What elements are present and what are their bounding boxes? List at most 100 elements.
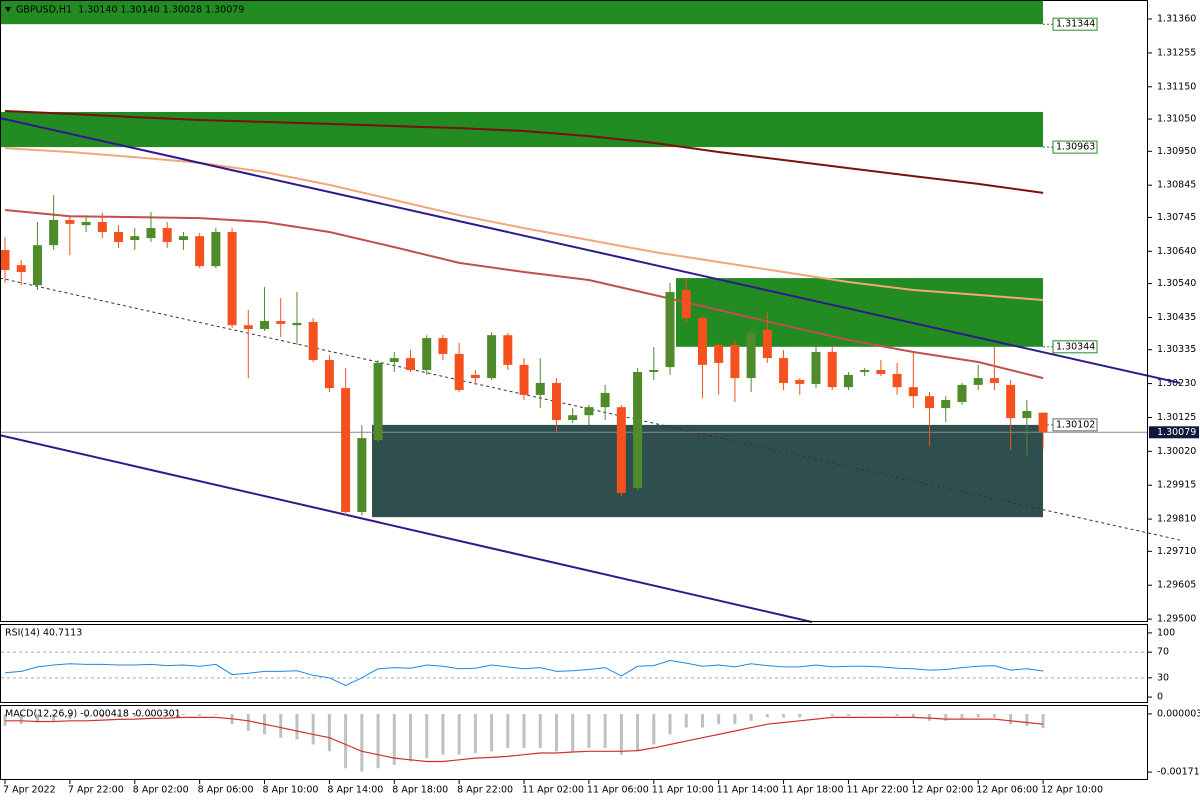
x-tick-label: 12 Apr 02:00 [911, 785, 973, 796]
macd-bar [587, 714, 591, 748]
y-tick-label: 1.30950 [1157, 146, 1196, 157]
x-tick-label: 11 Apr 14:00 [717, 785, 779, 796]
macd-bar [652, 714, 656, 745]
candle-body [535, 382, 545, 395]
macd-bar [976, 714, 980, 718]
candle-body [989, 378, 999, 383]
candle-body [697, 318, 707, 365]
candle-body [438, 338, 448, 354]
y-tick-label: 1.29915 [1157, 480, 1196, 491]
trendline [0, 117, 1181, 384]
candle-body [146, 228, 156, 239]
candle-body [843, 374, 853, 388]
candle-body [827, 351, 837, 388]
macd-bar [798, 714, 802, 718]
candle-body [406, 358, 415, 371]
x-tick-label: 8 Apr 10:00 [263, 785, 319, 796]
macd-bar [911, 714, 915, 718]
macd-bar [68, 714, 72, 720]
candle-body [292, 322, 302, 326]
macd-bar [441, 714, 445, 755]
macd-bar [133, 714, 137, 717]
candle-body [276, 321, 286, 324]
macd-bar [392, 714, 396, 765]
macd-bar [165, 714, 169, 716]
candle-body [584, 407, 594, 416]
y-tick-label: 1.31150 [1157, 81, 1196, 92]
x-tick-label: 12 Apr 10:00 [1041, 785, 1103, 796]
zone-label-box [1052, 140, 1098, 154]
candle-body [341, 388, 351, 512]
y-tick-label: 1.30640 [1157, 246, 1196, 257]
macd-bar [782, 714, 786, 718]
candle-body [649, 370, 659, 372]
y-tick-label: 1.31255 [1157, 47, 1196, 58]
macd-bar [1041, 714, 1045, 729]
macd-bar [668, 714, 672, 735]
macd-signal [5, 716, 1044, 763]
main-panel-frame [0, 0, 1148, 622]
candle-body [1022, 411, 1032, 419]
candle-body [81, 221, 91, 226]
candle-body [568, 415, 578, 421]
candle-body [681, 290, 691, 319]
macd-bar [100, 714, 104, 718]
candle-body [730, 344, 740, 379]
macd-bar [619, 714, 623, 755]
candle-body [357, 438, 367, 512]
macd-bar [814, 714, 818, 715]
macd-tick-label: 0.000003 [1157, 708, 1200, 719]
candle-body [876, 370, 886, 374]
macd-bar [490, 714, 494, 752]
rsi-title: RSI(14) 40.7113 [5, 628, 82, 639]
candle-body [97, 221, 107, 232]
moving-average [4, 147, 1044, 301]
zone-label: 1.30963 [1056, 142, 1095, 153]
macd-bar [603, 714, 607, 748]
zone-label-box [1052, 340, 1098, 354]
y-tick-label: 1.30435 [1157, 312, 1196, 323]
x-tick-label: 8 Apr 14:00 [327, 785, 383, 796]
candle-body [973, 378, 983, 385]
moving-average [4, 110, 1044, 194]
y-tick-label: 1.31050 [1157, 114, 1196, 125]
x-tick-label: 11 Apr 02:00 [522, 785, 584, 796]
macd-bar [1009, 714, 1013, 725]
x-tick-label: 7 Apr 2022 [3, 785, 56, 796]
rsi-line [4, 659, 1044, 687]
macd-bar [830, 714, 834, 716]
candle-body [519, 364, 529, 395]
y-tick-label: 1.30335 [1157, 344, 1196, 355]
x-tick-label: 11 Apr 10:00 [652, 785, 714, 796]
macd-bar [571, 714, 575, 752]
candle-body [65, 220, 75, 224]
candle-body [178, 236, 188, 241]
macd-bar [149, 714, 153, 716]
macd-bar [409, 714, 412, 762]
zone [372, 424, 1043, 518]
candle-body [389, 358, 399, 362]
macd-bar [944, 714, 948, 721]
macd-bar [717, 714, 721, 725]
y-tick-label: 1.29605 [1157, 580, 1196, 591]
candle-body [779, 358, 789, 383]
candle-body [487, 335, 497, 379]
candle-body [227, 231, 237, 326]
candle-body [211, 231, 221, 267]
x-tick-label: 11 Apr 22:00 [846, 785, 908, 796]
macd-bar [765, 714, 769, 718]
macd-bar [3, 714, 7, 726]
macd-bar [279, 714, 283, 738]
macd-bar [214, 714, 218, 716]
zone [676, 278, 1043, 347]
rsi-tick-label: 100 [1157, 627, 1175, 638]
zone-label: 1.30344 [1056, 341, 1095, 352]
y-tick-label: 1.30845 [1157, 180, 1196, 191]
chart-title: GBPUSD,H1 1.30140 1.30140 1.30028 1.3007… [16, 5, 244, 16]
candle-body [925, 396, 935, 409]
macd-bar [84, 714, 88, 718]
x-tick-label: 8 Apr 06:00 [198, 785, 254, 796]
candle-body [243, 325, 253, 330]
x-tick-label: 8 Apr 02:00 [133, 785, 189, 796]
